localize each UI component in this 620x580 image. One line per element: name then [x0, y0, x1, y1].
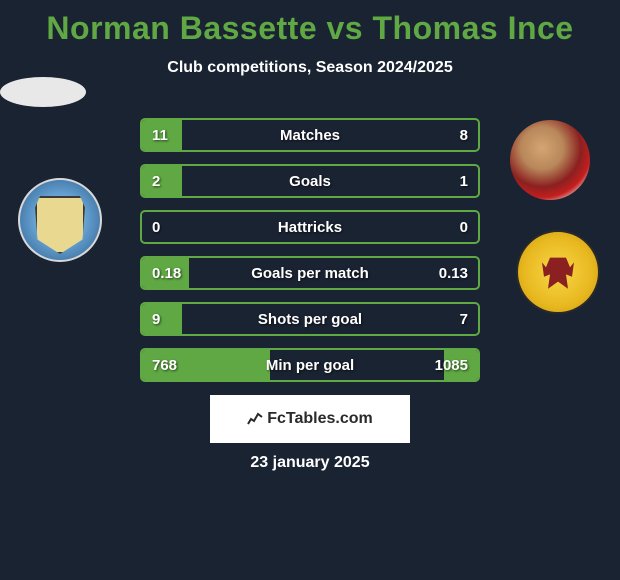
stat-value-right: 1085 — [435, 357, 468, 374]
stat-value-right: 0 — [460, 219, 468, 236]
player-right-avatar — [510, 120, 590, 200]
club-badge-right — [516, 230, 600, 314]
chart-icon — [247, 411, 263, 428]
stat-value-right: 8 — [460, 127, 468, 144]
stat-label: Shots per goal — [142, 311, 478, 328]
stats-comparison: 11Matches8 2Goals1 0Hattricks0 0.18Goals pe… — [140, 118, 480, 394]
player-left-avatar — [0, 77, 86, 107]
stat-label: Goals per match — [142, 265, 478, 282]
stat-label: Min per goal — [142, 357, 478, 374]
stat-row: 0.18Goals per match0.13 — [140, 256, 480, 290]
stat-row: 768Min per goal1085 — [140, 348, 480, 382]
stat-row: 9Shots per goal7 — [140, 302, 480, 336]
stat-value-right: 0.13 — [439, 265, 468, 282]
stat-label: Hattricks — [142, 219, 478, 236]
stat-row: 2Goals1 — [140, 164, 480, 198]
page-title: Norman Bassette vs Thomas Ince — [0, 0, 620, 47]
stat-row: 0Hattricks0 — [140, 210, 480, 244]
stat-value-right: 1 — [460, 173, 468, 190]
club-badge-left — [18, 178, 102, 262]
watermark-text: FcTables.com — [267, 410, 373, 428]
stat-row: 11Matches8 — [140, 118, 480, 152]
date-line: 23 january 2025 — [0, 454, 620, 472]
stat-value-right: 7 — [460, 311, 468, 328]
subtitle: Club competitions, Season 2024/2025 — [0, 59, 620, 77]
stat-label: Matches — [142, 127, 478, 144]
stat-label: Goals — [142, 173, 478, 190]
watermark: FcTables.com — [210, 395, 410, 443]
